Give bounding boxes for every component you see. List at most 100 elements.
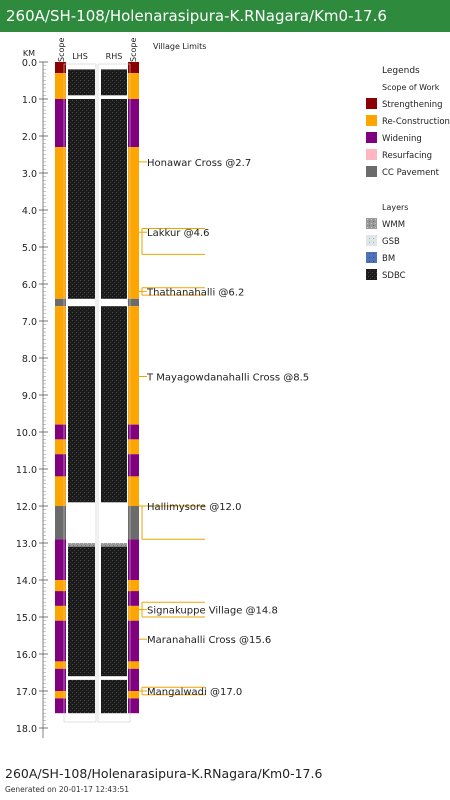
scope-segment-widening — [55, 539, 66, 580]
footer-title: 260A/SH-108/Holenarasipura-K.RNagara/Km0… — [5, 766, 323, 781]
layer-segment-wmm — [68, 543, 95, 547]
scope-right-header: Scope — [129, 38, 138, 62]
legend-swatch-re-construction — [366, 115, 377, 126]
legend-swatch-resurfacing — [366, 149, 377, 160]
village-limits-header: Village Limits — [153, 42, 206, 51]
scope-segment-widening — [128, 698, 139, 714]
km-tick-label: 17.0 — [16, 687, 37, 698]
scope-segment-cc-pavement — [128, 298, 139, 307]
village-label: Hallimysore @12.0 — [147, 502, 241, 513]
scope-segment-re-construction — [55, 476, 66, 506]
scope-segment-re-construction — [55, 73, 66, 99]
scope-segment-re-construction — [55, 580, 66, 592]
legend-label: Strengthening — [382, 100, 443, 110]
scope-segment-re-construction — [55, 306, 66, 425]
legend-label: BM — [382, 254, 395, 264]
straight-line-diagram: KM Scope LHS RHS Scope Village Limits 0.… — [16, 38, 450, 738]
scope-segment-widening — [55, 424, 66, 440]
scope-segment-widening — [55, 698, 66, 714]
km-tick-label: 15.0 — [16, 613, 37, 624]
scope-segment-widening — [55, 117, 66, 148]
layer-segment-sdbc — [101, 306, 127, 503]
rhs-layer-column — [101, 69, 127, 714]
village-limits: Honawar Cross @2.7 Lakkur @4.6 Thathanahal… — [139, 158, 309, 698]
layer-segment-sdbc — [68, 99, 95, 299]
village-label: Mangalwadi @17.0 — [147, 687, 242, 698]
legend-layers-title: Layers — [382, 203, 408, 212]
scope-column-left — [55, 62, 66, 714]
village-label: Thathanahalli @6.2 — [146, 287, 244, 298]
legend-swatch-strengthening — [366, 98, 377, 109]
layer-segment-wmm — [101, 543, 127, 547]
legend-label: Re-Construction — [382, 117, 450, 127]
legend: Legends Scope of Work Strengthening Re-Co… — [366, 66, 450, 281]
scope-segment-re-construction — [55, 661, 66, 669]
scope-segment-widening — [128, 539, 139, 580]
km-tick-label: 5.0 — [22, 243, 37, 254]
scope-segment-widening — [128, 117, 139, 148]
generated-timestamp: Generated on 20-01-17 12:43:51 — [5, 785, 130, 794]
legend-label: SDBC — [382, 271, 406, 281]
lhs-column-border — [63, 63, 97, 723]
scope-segment-cc-pavement — [55, 298, 66, 307]
km-tick-label: 4.0 — [22, 206, 37, 217]
km-tick-label: 13.0 — [16, 539, 37, 550]
legend-label: Resurfacing — [382, 151, 432, 161]
lhs-layer-column — [68, 69, 95, 714]
layer-segment-sdbc — [68, 679, 95, 714]
scope-segment-widening — [128, 668, 139, 691]
layer-segment-sdbc — [101, 69, 127, 96]
scope-segment-widening — [128, 454, 139, 477]
km-tick-label: 8.0 — [22, 354, 37, 365]
legend-swatch-widening — [366, 132, 377, 143]
layer-segment-sdbc — [101, 679, 127, 714]
km-tick-label: 2.0 — [22, 132, 37, 143]
legend-swatch-gsb — [366, 235, 377, 246]
layer-segment-sdbc — [68, 69, 95, 96]
rhs-column-border — [97, 63, 131, 723]
legend-label: Widening — [382, 134, 422, 144]
page-title: 260A/SH-108/Holenarasipura-K.RNagara/Km0… — [6, 7, 387, 25]
scope-segment-strengthening — [128, 62, 139, 74]
scope-segment-re-construction — [128, 439, 139, 455]
scope-segment-widening — [128, 99, 139, 118]
scope-segment-strengthening — [55, 62, 66, 74]
scope-segment-re-construction — [128, 73, 139, 99]
village-label: Lakkur @4.6 — [147, 228, 210, 239]
legend-swatch-bm — [366, 252, 377, 263]
scope-column-right — [128, 62, 139, 714]
scope-left-header: Scope — [57, 38, 66, 62]
km-tick-label: 14.0 — [16, 576, 37, 587]
layer-segment-sdbc — [101, 99, 127, 299]
legend-label: WMM — [382, 220, 405, 230]
scope-segment-re-construction — [55, 439, 66, 455]
km-axis: 0.0 1.0 2.0 3.0 4.0 5.0 6.0 7.0 8.0 9.0 10.0 11.0 12… — [16, 58, 48, 735]
legend-title: Legends — [382, 66, 420, 76]
scope-segment-widening — [55, 620, 66, 662]
km-tick-label: 1.0 — [22, 95, 37, 106]
scope-segment-widening — [55, 591, 66, 606]
legend-label: CC Pavement — [382, 168, 440, 178]
km-tick-label: 18.0 — [16, 724, 37, 735]
scope-segment-re-construction — [128, 691, 139, 699]
km-tick-label: 7.0 — [22, 317, 37, 328]
scope-segment-widening — [128, 591, 139, 606]
village-label: Maranahalli Cross @15.6 — [147, 635, 271, 646]
km-column-header: KM — [23, 49, 35, 58]
legend-swatch-sdbc — [366, 269, 377, 280]
lhs-header: LHS — [72, 52, 88, 61]
scope-segment-re-construction — [128, 476, 139, 506]
scope-segment-re-construction — [128, 661, 139, 669]
legend-swatch-cc-pavement — [366, 166, 377, 177]
km-tick-label: 12.0 — [16, 502, 37, 513]
legend-swatch-wmm — [366, 218, 377, 229]
scope-segment-widening — [55, 668, 66, 691]
scope-segment-re-construction — [55, 691, 66, 699]
village-label: Honawar Cross @2.7 — [147, 158, 251, 169]
scope-segment-re-construction — [128, 580, 139, 592]
scope-segment-cc-pavement — [128, 506, 139, 540]
app-title-bar: 260A/SH-108/Holenarasipura-K.RNagara/Km0… — [0, 0, 450, 32]
scope-segment-re-construction — [128, 306, 139, 425]
legend-scope-title: Scope of Work — [382, 83, 440, 92]
village-label: Signakuppe Village @14.8 — [147, 606, 278, 617]
